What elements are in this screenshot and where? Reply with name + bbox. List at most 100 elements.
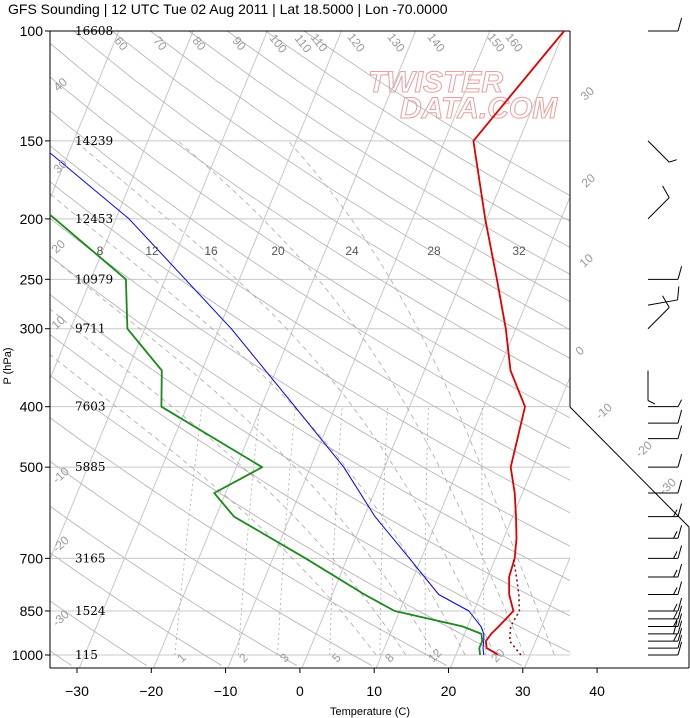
barb-flag xyxy=(673,620,678,635)
isotherm-right-label: -30 xyxy=(657,475,679,497)
isotherm-top-label: 80 xyxy=(190,34,209,53)
dry-adiabat xyxy=(50,505,298,666)
dry-adiabat-label: 130 xyxy=(384,30,408,55)
dry-adiabat xyxy=(50,294,570,617)
wind-barb xyxy=(648,266,683,280)
wind-barb xyxy=(647,286,680,306)
temp-tick-label: 0 xyxy=(296,683,304,699)
isotherm-right-label: 30 xyxy=(578,84,598,104)
barb-flag xyxy=(662,185,670,198)
wind-barb xyxy=(648,409,683,424)
barb-flag xyxy=(677,266,683,280)
chart-title: GFS Sounding | 12 UTC Tue 02 Aug 2011 | … xyxy=(8,1,448,17)
temp-tick-label: −10 xyxy=(214,683,238,699)
moist-adiabat xyxy=(74,140,496,656)
barb-flag xyxy=(677,17,683,32)
temp-tick-label: 30 xyxy=(515,683,531,699)
barb-flag xyxy=(677,635,683,649)
dry-adiabat xyxy=(50,42,570,389)
wind-barbs xyxy=(647,17,683,656)
isotherm-left-label: -30 xyxy=(50,607,72,629)
plot-frame xyxy=(49,30,690,669)
pressure-tick-label: 400 xyxy=(20,399,44,415)
wind-barb xyxy=(648,605,683,620)
height-label: 14239 xyxy=(75,134,113,148)
height-label: 9711 xyxy=(75,322,106,336)
mixing-ratio-label: 28 xyxy=(427,244,441,258)
moist-adiabat xyxy=(287,140,555,656)
wetbulb-line xyxy=(50,152,485,656)
dry-adiabat xyxy=(226,31,570,248)
barb-flag xyxy=(677,425,683,439)
height-label: 5885 xyxy=(75,460,106,474)
wind-barb xyxy=(648,479,683,494)
height-label: 3165 xyxy=(75,551,106,565)
y-axis-label: P (hPa) xyxy=(2,347,14,384)
barb-flag xyxy=(677,545,683,559)
moist-adiabat-label: 3 xyxy=(277,650,292,665)
watermark-line-2: DATA.COM xyxy=(400,92,558,125)
isotherm-line xyxy=(78,31,342,668)
isotherm-top-label: 70 xyxy=(151,34,170,53)
moist-adiabat-label: 20 xyxy=(488,646,508,666)
wind-barb xyxy=(648,613,683,627)
barb-flag xyxy=(677,613,683,627)
dry-adiabat xyxy=(50,600,147,666)
barb-flag xyxy=(677,563,683,578)
dry-adiabat xyxy=(50,217,570,547)
isotherm-right-label: 10 xyxy=(577,251,597,271)
mixing-ratio-line xyxy=(329,406,343,656)
barb-flag xyxy=(677,525,683,539)
mixing-ratio-label: 20 xyxy=(271,244,285,258)
mixing-ratio-label: 12 xyxy=(145,244,159,258)
height-label: 12453 xyxy=(75,212,113,226)
wind-barb xyxy=(648,545,683,559)
mixing-ratio-label: 8 xyxy=(97,244,104,258)
height-label: 16608 xyxy=(75,24,113,38)
dry-adiabat xyxy=(50,460,372,666)
dry-adiabat xyxy=(50,110,570,450)
wind-barb xyxy=(647,370,656,405)
wind-barb xyxy=(647,185,670,220)
height-label: 7603 xyxy=(75,400,106,414)
temp-tick-label: −20 xyxy=(139,683,163,699)
barb-flag xyxy=(673,531,678,539)
pressure-tick-label: 300 xyxy=(20,321,44,337)
moist-adiabat-label: 1 xyxy=(174,650,189,665)
barb-flag xyxy=(677,620,683,635)
barb-flag xyxy=(677,641,683,656)
barb-flag xyxy=(662,295,670,308)
isotherm-line xyxy=(50,31,268,561)
barb-flag xyxy=(673,603,678,612)
barb-flag xyxy=(677,454,683,468)
pressure-tick-label: 100 xyxy=(20,23,44,39)
isotherm-left-label: 10 xyxy=(49,313,69,333)
dry-adiabat xyxy=(188,31,570,275)
dry-adiabat-label: 150 xyxy=(484,30,508,55)
barb-flag xyxy=(673,587,678,595)
wind-barb xyxy=(648,503,683,518)
dry-adiabat xyxy=(265,31,570,222)
barb-staff xyxy=(647,299,678,306)
temperature-line xyxy=(472,31,565,656)
barb-flag xyxy=(677,605,683,619)
isotherm-line xyxy=(301,31,565,668)
mixing-ratio-label: 16 xyxy=(204,244,218,258)
barb-flag xyxy=(677,409,683,424)
mixing-ratio-line xyxy=(379,406,388,655)
background-guides xyxy=(50,31,570,668)
barb-staff xyxy=(647,140,670,163)
barb-staff xyxy=(647,197,670,220)
dewpoint-line xyxy=(50,213,484,656)
moist-adiabat-label: 2 xyxy=(236,650,251,665)
wind-barb xyxy=(648,399,683,408)
wind-barb xyxy=(648,581,683,596)
dry-adiabat xyxy=(73,31,570,359)
moist-adiabat xyxy=(50,308,407,656)
pressure-tick-label: 850 xyxy=(20,603,44,619)
mixing-ratio-line xyxy=(424,406,429,656)
wind-barb xyxy=(647,295,670,330)
isotherm-right-label: 0 xyxy=(573,343,588,358)
moist-adiabat xyxy=(50,255,436,656)
isotherm-top-label: 90 xyxy=(230,34,249,53)
